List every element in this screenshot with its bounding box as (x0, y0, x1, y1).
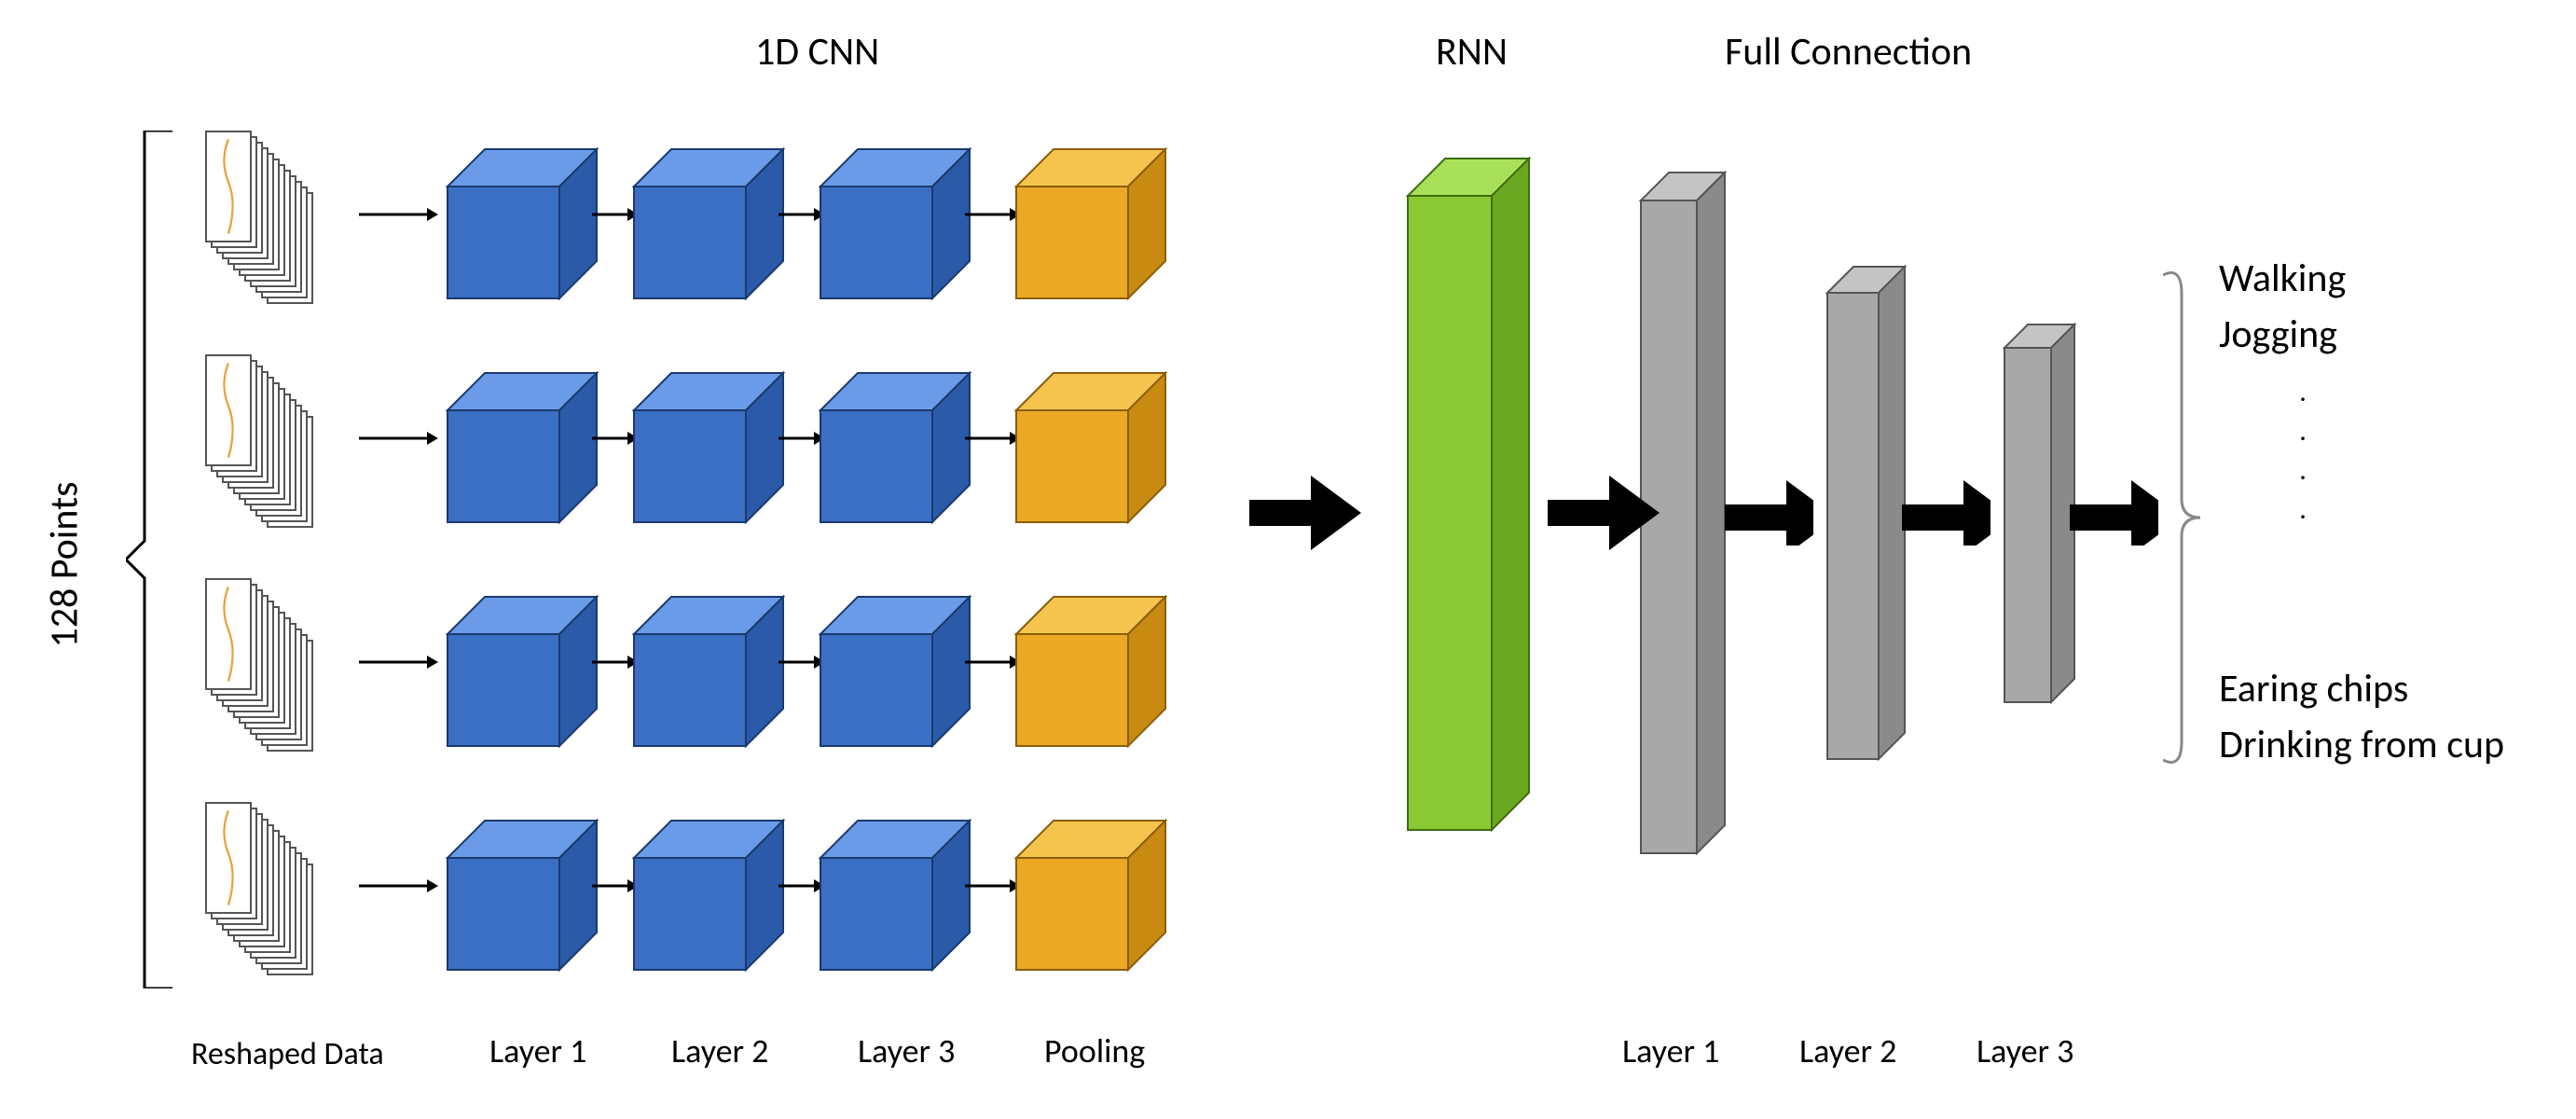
label-fc-l2: Layer 2 (1799, 1030, 1896, 1071)
arrow-cnn-layer (778, 429, 825, 452)
arrow-input-to-cnn (359, 205, 438, 228)
rnn-block (1408, 159, 1529, 835)
output-brace (2163, 266, 2210, 769)
conv-cube (448, 597, 597, 751)
output-label-cup: Drinking from cup (2219, 718, 2504, 773)
arrow-cnn-layer (965, 653, 1021, 676)
arrow-rnn-to-fc1 (1548, 476, 1660, 555)
cnn-title: 1D CNN (755, 28, 879, 76)
arrow-cnn-layer (778, 205, 825, 228)
arrow-cnn-layer (778, 877, 825, 900)
arrow-input-to-cnn (359, 653, 438, 676)
rnn-title: RNN (1436, 28, 1508, 76)
output-label-jogging: Jogging (2219, 308, 2337, 363)
arrow-cnn-to-rnn (1249, 476, 1361, 555)
conv-cube (820, 597, 970, 751)
label-reshaped: Reshaped Data (191, 1035, 384, 1073)
fc-layer-bar (2004, 325, 2074, 707)
arrow-cnn-layer (592, 429, 639, 452)
arrow-cnn-layer (965, 429, 1021, 452)
input-bracket (126, 131, 182, 988)
arrow-cnn-layer (965, 205, 1021, 228)
conv-cube (448, 149, 597, 303)
conv-cube (448, 373, 597, 527)
arrow-cnn-layer (778, 653, 825, 676)
conv-cube (820, 149, 970, 303)
arrow-cnn-layer (965, 877, 1021, 900)
arrow-cnn-layer (592, 205, 639, 228)
conv-cube (634, 149, 783, 303)
arrow-fc2-to-fc3 (1902, 480, 1991, 550)
arrow-cnn-layer (592, 877, 639, 900)
arrow-fc3-to-output (2070, 480, 2158, 550)
label-cnn-l3: Layer 3 (858, 1030, 955, 1071)
conv-cube (634, 373, 783, 527)
arrow-fc1-to-fc2 (1725, 480, 1813, 550)
pool-cube (1016, 821, 1165, 974)
arrow-input-to-cnn (359, 429, 438, 452)
output-dots: .... (2294, 373, 2312, 530)
label-cnn-l2: Layer 2 (671, 1030, 768, 1071)
arrow-cnn-layer (592, 653, 639, 676)
fc-title: Full Connection (1725, 28, 1972, 76)
pool-cube (1016, 597, 1165, 751)
arrow-input-to-cnn (359, 877, 438, 900)
conv-cube (634, 821, 783, 974)
architecture-diagram: 1D CNN RNN Full Connection 128 Points Wa… (19, 19, 2557, 1100)
label-fc-l1: Layer 1 (1622, 1030, 1719, 1071)
fc-layer-bar (1827, 267, 1905, 764)
conv-cube (634, 597, 783, 751)
pool-cube (1016, 149, 1165, 303)
pool-cube (1016, 373, 1165, 527)
output-label-chips: Earing chips (2219, 662, 2408, 717)
conv-cube (820, 821, 970, 974)
input-vertical-label: 128 Points (41, 481, 89, 647)
output-label-walking: Walking (2219, 252, 2346, 307)
label-cnn-l1: Layer 1 (489, 1030, 586, 1071)
label-cnn-pool: Pooling (1044, 1030, 1145, 1071)
conv-cube (820, 373, 970, 527)
label-fc-l3: Layer 3 (1977, 1030, 2073, 1071)
conv-cube (448, 821, 597, 974)
